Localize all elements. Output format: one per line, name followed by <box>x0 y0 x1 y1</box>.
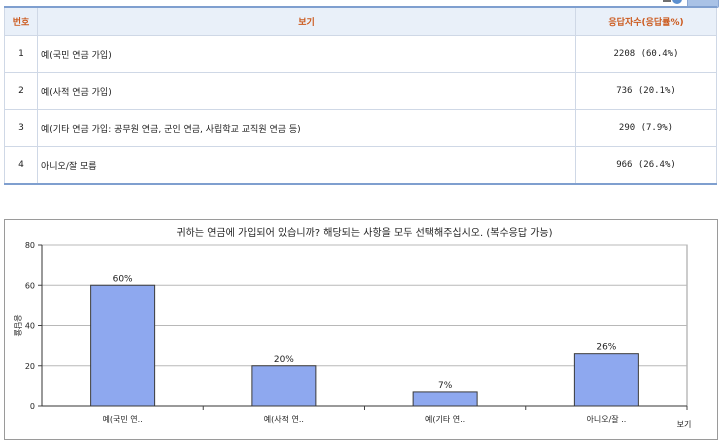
header-no: 번호 <box>4 6 38 36</box>
row-number: 2 <box>4 72 38 110</box>
x-tick-label: 예(사적 연.. <box>264 414 304 424</box>
row-number: 4 <box>4 146 38 185</box>
y-tick-label: 20 <box>25 362 35 371</box>
table-row: 4 아니오/잘 모름 966 (26.4%) <box>4 146 717 185</box>
bar-data-label: 20% <box>274 355 294 365</box>
row-number: 1 <box>4 35 38 73</box>
y-tick-label: 60 <box>25 281 35 290</box>
table-row: 1 예(국민 연금 가입) 2208 (60.4%) <box>4 35 717 73</box>
table-row: 2 예(사적 연금 가입) 736 (20.1%) <box>4 72 717 110</box>
row-value: 966 (26.4%) <box>575 146 717 185</box>
y-tick-label: 0 <box>30 402 35 411</box>
table-row: 3 예(기타 연금 가입: 공무원 연금, 군인 연금, 사립학교 교직원 연금… <box>4 109 717 147</box>
y-tick-label: 80 <box>25 241 35 250</box>
bar <box>90 284 156 407</box>
bar-data-label: 7% <box>438 381 453 391</box>
x-tick-label: 아니오/잘 .. <box>586 414 626 424</box>
chart-panel: 귀하는 연금에 가입되어 있습니까? 해당되는 사항을 모두 선택해주십시오. … <box>4 219 718 440</box>
bar-chart: 귀하는 연금에 가입되어 있습니까? 해당되는 사항을 모두 선택해주십시오. … <box>13 226 692 429</box>
row-value: 290 (7.9%) <box>575 109 717 147</box>
header-count: 응답자수(응답률%) <box>575 6 717 36</box>
bar <box>251 365 317 407</box>
print-icon[interactable] <box>663 0 671 2</box>
row-label: 예(국민 연금 가입) <box>37 35 576 73</box>
row-value: 736 (20.1%) <box>575 72 717 110</box>
y-axis-label: 응답율 <box>13 314 23 336</box>
bar-data-label: 26% <box>596 343 616 353</box>
bar <box>573 353 639 407</box>
table-header-row: 번호 보기 응답자수(응답률%) <box>4 6 717 36</box>
row-label: 아니오/잘 모름 <box>37 146 576 185</box>
x-tick-label: 예(기타 연.. <box>425 414 465 424</box>
chart-title: 귀하는 연금에 가입되어 있습니까? 해당되는 사항을 모두 선택해주십시오. … <box>176 226 552 239</box>
response-table: 번호 보기 응답자수(응답률%) 1 예(국민 연금 가입) 2208 (60.… <box>4 6 717 185</box>
row-label: 예(사적 연금 가입) <box>37 72 576 110</box>
row-number: 3 <box>4 109 38 147</box>
x-axis-label: 보기 <box>677 420 692 429</box>
header-item: 보기 <box>37 6 576 36</box>
row-value: 2208 (60.4%) <box>575 35 717 73</box>
bar <box>412 391 478 407</box>
row-label: 예(기타 연금 가입: 공무원 연금, 군인 연금, 사립학교 교직원 연금 등… <box>37 109 576 147</box>
y-tick-label: 40 <box>25 322 35 331</box>
help-icon[interactable] <box>672 0 682 4</box>
bar-data-label: 60% <box>113 274 133 284</box>
x-tick-label: 예(국민 연.. <box>103 414 143 424</box>
